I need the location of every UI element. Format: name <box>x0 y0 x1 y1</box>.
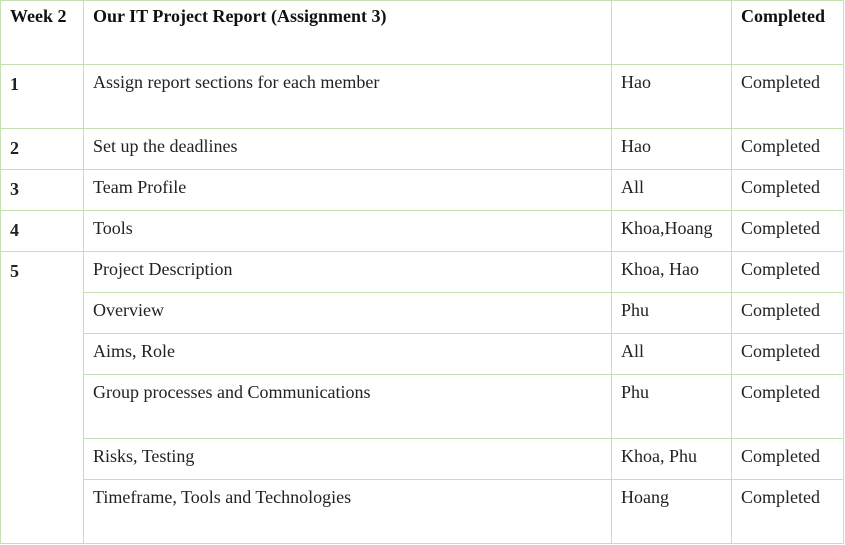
row-assignee: All <box>611 333 732 375</box>
row-number: 1 <box>0 64 84 129</box>
table-row: 2 Set up the deadlines Hao Completed <box>0 128 844 170</box>
row-assignee: Khoa, Phu <box>611 438 732 480</box>
row-status: Completed <box>731 479 844 544</box>
row-assignee: Hoang <box>611 479 732 544</box>
table-row: Aims, Role All Completed <box>1 333 844 375</box>
row-task: Set up the deadlines <box>83 128 612 170</box>
row-status: Completed <box>731 292 844 334</box>
row-status: Completed <box>731 169 844 211</box>
header-week: Week 2 <box>0 0 84 65</box>
row-status: Completed <box>731 374 844 439</box>
row-assignee: Hao <box>611 64 732 129</box>
row-assignee: Khoa,Hoang <box>611 210 732 252</box>
row-assignee: Khoa, Hao <box>611 251 732 293</box>
header-title: Our IT Project Report (Assignment 3) <box>83 0 612 65</box>
row-task: Tools <box>83 210 612 252</box>
row-status: Completed <box>731 333 844 375</box>
row-status: Completed <box>731 64 844 129</box>
row-number: 5 <box>0 251 84 544</box>
row-assignee: Phu <box>611 292 732 334</box>
header-assignee <box>611 0 732 65</box>
header-status: Completed <box>731 0 844 65</box>
row-status: Completed <box>731 128 844 170</box>
table-row: 5 Project Description Khoa, Hao Complete… <box>0 251 844 544</box>
row-assignee: All <box>611 169 732 211</box>
row-assignee: Hao <box>611 128 732 170</box>
table-row: Overview Phu Completed <box>1 292 844 334</box>
row-status: Completed <box>731 251 844 293</box>
row-task: Overview <box>83 292 612 334</box>
row-task: Timeframe, Tools and Technologies <box>83 479 612 544</box>
row-task: Team Profile <box>83 169 612 211</box>
row-task: Assign report sections for each member <box>83 64 612 129</box>
row-number: 2 <box>0 128 84 170</box>
table-row: 3 Team Profile All Completed <box>0 169 844 211</box>
table-row: Group processes and Communications Phu C… <box>1 374 844 439</box>
table-header-row: Week 2 Our IT Project Report (Assignment… <box>0 0 844 65</box>
row-status: Completed <box>731 438 844 480</box>
row-status: Completed <box>731 210 844 252</box>
table-row: 1 Assign report sections for each member… <box>0 64 844 129</box>
table-row: 4 Tools Khoa,Hoang Completed <box>0 210 844 252</box>
row-task: Project Description <box>83 251 612 293</box>
row-assignee: Phu <box>611 374 732 439</box>
row-task: Aims, Role <box>83 333 612 375</box>
table-row: Risks, Testing Khoa, Phu Completed <box>1 438 844 480</box>
row-task: Risks, Testing <box>83 438 612 480</box>
row-number: 4 <box>0 210 84 252</box>
row-task: Group processes and Communications <box>83 374 612 439</box>
row-number: 3 <box>0 169 84 211</box>
table-row: Timeframe, Tools and Technologies Hoang … <box>1 479 844 544</box>
